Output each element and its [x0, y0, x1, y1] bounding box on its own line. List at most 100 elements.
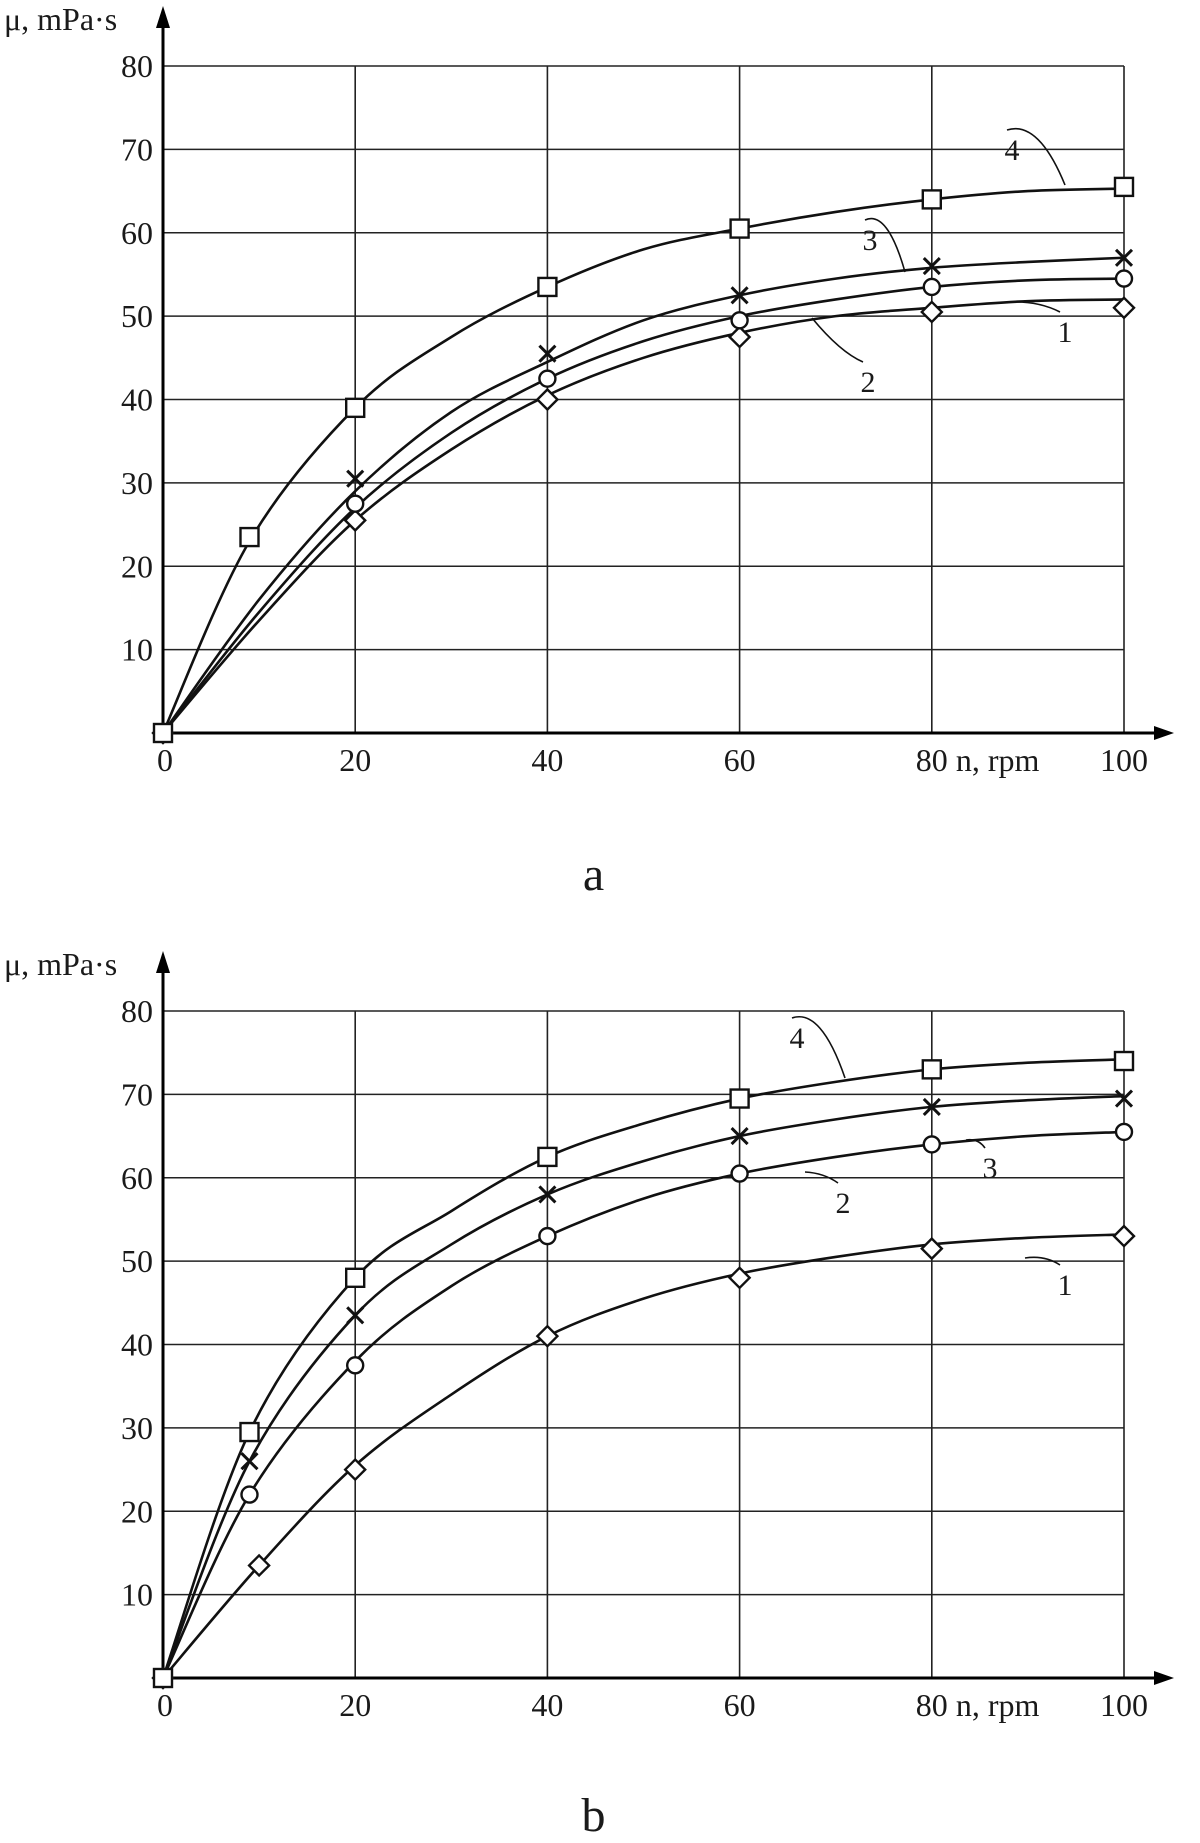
- series-4-point: [345, 397, 366, 419]
- series-1-point: [920, 300, 944, 324]
- series-4-point: [152, 1667, 174, 1689]
- series-3-point: [922, 1097, 941, 1116]
- series-1-label: 1: [1058, 1269, 1073, 1302]
- series-4-point: [921, 1059, 942, 1080]
- x-tick-label: 0: [157, 1687, 173, 1723]
- series-3-point: [538, 1185, 557, 1204]
- series-4-point: [239, 526, 260, 548]
- y-tick-label: 70: [121, 131, 153, 167]
- series-1-leader: [1015, 301, 1061, 313]
- series-4-leader: [1006, 127, 1066, 186]
- series-4-point: [537, 1146, 558, 1168]
- series-4-point: [921, 189, 942, 210]
- series-3-point: [538, 344, 557, 363]
- y-tick-label: 70: [121, 1076, 153, 1112]
- series-1-line: [162, 298, 1125, 734]
- x-axis-label: n, rpm: [956, 1687, 1040, 1723]
- series-1-point: [343, 508, 367, 533]
- x-tick-label: 40: [531, 1687, 563, 1723]
- y-tick-label: 10: [121, 632, 153, 668]
- series-2-point: [538, 369, 557, 388]
- series-2-point: [730, 311, 749, 330]
- y-tick-label: 20: [121, 1493, 153, 1529]
- y-axis-arrow: [156, 951, 170, 973]
- series-3-leader: [864, 217, 906, 273]
- series-3-point: [730, 286, 749, 305]
- x-tick-label: 80: [916, 742, 948, 778]
- series-4-label: 4: [1005, 134, 1020, 167]
- series-2-point: [1114, 1122, 1134, 1142]
- series-3-leader: [965, 1138, 986, 1149]
- series-4-point: [729, 218, 750, 239]
- y-tick-label: 20: [121, 548, 153, 584]
- y-tick-label: 50: [121, 1243, 153, 1279]
- series-4-label: 4: [790, 1022, 805, 1055]
- y-tick-label: 60: [121, 215, 153, 251]
- y-tick-label: 30: [121, 1410, 153, 1446]
- series-4-point: [239, 1421, 260, 1443]
- series-4-line: [161, 187, 1125, 734]
- y-tick-label: 80: [121, 993, 153, 1029]
- series-4-point: [1113, 1050, 1135, 1072]
- series-2-leader: [811, 317, 864, 363]
- series-2-line: [161, 1130, 1125, 1679]
- x-tick-label: 20: [339, 742, 371, 778]
- panel-label: a: [583, 848, 604, 901]
- series-1-label: 1: [1058, 316, 1073, 349]
- series-3-point: [1114, 1089, 1134, 1108]
- series-1-point: [920, 1236, 944, 1261]
- series-1-point: [247, 1553, 271, 1578]
- series-4-point: [152, 722, 174, 744]
- x-axis-label: n, rpm: [956, 742, 1040, 778]
- y-axis-arrow: [156, 6, 170, 28]
- series-1-point: [535, 387, 560, 412]
- y-tick-label: 10: [121, 1577, 153, 1613]
- series-1-point: [727, 1266, 752, 1290]
- series-2-leader: [804, 1171, 839, 1184]
- series-2-point: [730, 1164, 749, 1183]
- series-2-point: [922, 1135, 941, 1154]
- y-tick-label: 60: [121, 1160, 153, 1196]
- series-2-point: [1114, 269, 1134, 288]
- series-4-point: [1113, 176, 1135, 198]
- series-3-point: [346, 1306, 365, 1325]
- y-axis-label: μ, mPa·s: [4, 1, 117, 37]
- y-tick-label: 50: [121, 298, 153, 334]
- series-4-point: [729, 1088, 750, 1109]
- series-3-point: [730, 1126, 749, 1146]
- series-2-line: [161, 277, 1125, 734]
- series-2-point: [538, 1226, 557, 1246]
- y-tick-label: 40: [121, 382, 153, 418]
- series-4-line: [161, 1058, 1125, 1679]
- series-3-point: [346, 469, 365, 488]
- series-3-label: 3: [863, 224, 878, 257]
- y-tick-label: 80: [121, 48, 153, 84]
- series-3-point: [1114, 248, 1134, 267]
- x-tick-label: 100: [1100, 1687, 1148, 1723]
- series-4-point: [537, 276, 558, 298]
- series-2-label: 2: [836, 1187, 851, 1220]
- x-tick-label: 60: [724, 742, 756, 778]
- panel-label: b: [582, 1789, 606, 1842]
- series-1-leader: [1024, 1256, 1061, 1266]
- x-tick-label: 100: [1100, 742, 1148, 778]
- series-1-point: [535, 1324, 560, 1348]
- series-1-line: [162, 1233, 1125, 1679]
- y-axis-label: μ, mPa·s: [4, 946, 117, 982]
- y-tick-label: 40: [121, 1327, 153, 1363]
- series-3-label: 3: [983, 1152, 998, 1185]
- series-3-point: [922, 257, 941, 276]
- x-tick-label: 40: [531, 742, 563, 778]
- series-2-point: [346, 494, 365, 513]
- x-tick-label: 20: [339, 1687, 371, 1723]
- series-2-label: 2: [861, 366, 876, 399]
- series-1-point: [727, 325, 752, 349]
- x-axis-arrow: [1154, 1671, 1174, 1685]
- series-1-point: [1112, 296, 1136, 320]
- y-tick-label: 30: [121, 465, 153, 501]
- x-tick-label: 60: [724, 1687, 756, 1723]
- series-4-leader: [791, 1016, 846, 1079]
